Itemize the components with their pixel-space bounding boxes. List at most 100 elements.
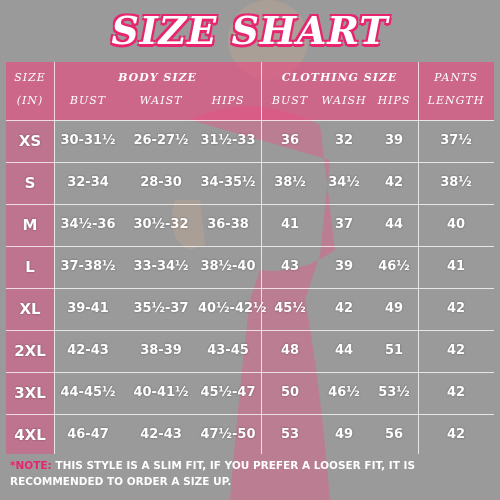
chart-title: SIZE SHART <box>111 8 389 53</box>
body-size-header: BODY SIZE <box>118 71 197 84</box>
body-hips-value: 34-35½ <box>200 175 256 190</box>
pants-length-value: 42 <box>446 427 466 442</box>
fit-note: *NOTE: THIS STYLE IS A SLIM FIT, IF YOU … <box>10 458 492 490</box>
table-row: 2XL 42-43 38-39 43-45 48 44 51 42 <box>6 330 494 372</box>
clothing-hips-value: 46½ <box>378 259 410 274</box>
clothing-bust-value: 38½ <box>274 175 306 190</box>
pants-length-value: 37½ <box>440 133 472 148</box>
clothing-waist-value: 49 <box>334 427 354 442</box>
clothing-waist-value: 37 <box>334 217 354 232</box>
body-bust-value: 46-47 <box>67 427 109 442</box>
body-waist-value: 35½-37 <box>133 301 189 316</box>
body-bust-header: BUST <box>69 94 107 107</box>
body-bust-value: 37-38½ <box>60 259 116 274</box>
size-label: 3XL <box>14 384 46 402</box>
clothing-waist-value: 39 <box>334 259 354 274</box>
pants-length-value: 38½ <box>440 175 472 190</box>
pants-length-value: 42 <box>446 301 466 316</box>
clothing-waist-value: 34½ <box>328 175 360 190</box>
body-bust-value: 30-31½ <box>60 133 116 148</box>
body-bust-value: 39-41 <box>67 301 109 316</box>
clothing-waist-value: 42 <box>334 301 354 316</box>
size-header-label: SIZE <box>14 71 46 84</box>
header-band <box>6 62 494 120</box>
body-bust-value: 32-34 <box>67 175 109 190</box>
clothing-bust-value: 45½ <box>274 301 306 316</box>
table-row: L 37-38½ 33-34½ 38½-40 43 39 46½ 41 <box>6 246 494 288</box>
clothing-hips-value: 56 <box>384 427 404 442</box>
grid-line-h <box>6 204 494 205</box>
clothing-waist-value: 46½ <box>328 385 360 400</box>
clothing-bust-value: 41 <box>280 217 300 232</box>
clothing-waist-header: WAISH <box>321 94 367 107</box>
body-hips-value: 40½-42½ <box>198 301 267 316</box>
body-hips-value: 43-45 <box>207 343 249 358</box>
body-bust-value: 42-43 <box>67 343 109 358</box>
body-waist-value: 42-43 <box>140 427 182 442</box>
grid-line-h <box>6 120 494 121</box>
clothing-bust-header: BUST <box>271 94 309 107</box>
body-waist-value: 40-41½ <box>133 385 189 400</box>
note-text: THIS STYLE IS A SLIM FIT, IF YOU PREFER … <box>10 460 416 488</box>
pants-length-value: 41 <box>446 259 466 274</box>
body-hips-header: HIPS <box>211 94 245 107</box>
clothing-bust-value: 43 <box>280 259 300 274</box>
grid-line-h <box>6 372 494 373</box>
body-bust-value: 44-45½ <box>60 385 116 400</box>
body-waist-value: 30½-32 <box>133 217 189 232</box>
body-waist-value: 28-30 <box>140 175 182 190</box>
body-waist-value: 26-27½ <box>133 133 189 148</box>
grid-line-h <box>6 288 494 289</box>
clothing-hips-value: 49 <box>384 301 404 316</box>
grid-line-v <box>418 62 419 454</box>
table-row: S 32-34 28-30 34-35½ 38½ 34½ 42 38½ <box>6 162 494 204</box>
body-waist-header: WAIST <box>139 94 183 107</box>
size-column-band <box>6 120 54 454</box>
size-label: S <box>24 174 36 192</box>
table-row: 4XL 46-47 42-43 47½-50 53 49 56 42 <box>6 414 494 456</box>
clothing-hips-header: HIPS <box>377 94 411 107</box>
size-label: L <box>25 258 35 276</box>
size-label: XL <box>19 300 41 318</box>
body-hips-value: 47½-50 <box>200 427 256 442</box>
body-hips-value: 36-38 <box>207 217 249 232</box>
pants-length-value: 40 <box>446 217 466 232</box>
body-bust-value: 34½-36 <box>60 217 116 232</box>
pants-length-header: PANTS <box>434 71 478 84</box>
clothing-bust-value: 50 <box>280 385 300 400</box>
body-hips-value: 38½-40 <box>200 259 256 274</box>
clothing-hips-value: 53½ <box>378 385 410 400</box>
pants-length-value: 42 <box>446 343 466 358</box>
grid-line-v <box>261 62 262 454</box>
clothing-bust-value: 53 <box>280 427 300 442</box>
clothing-waist-value: 44 <box>334 343 354 358</box>
size-label: M <box>22 216 38 234</box>
body-waist-value: 33-34½ <box>133 259 189 274</box>
size-chart-table: SIZE (IN) BODY SIZE BUST WAIST HIPS CLOT… <box>6 62 494 454</box>
clothing-waist-value: 32 <box>334 133 354 148</box>
grid-line-h <box>6 330 494 331</box>
body-hips-value: 45½-47 <box>200 385 256 400</box>
table-row: M 34½-36 30½-32 36-38 41 37 44 40 <box>6 204 494 246</box>
grid-line-h <box>6 246 494 247</box>
grid-line-v <box>54 62 55 454</box>
note-label: *NOTE: <box>10 460 52 472</box>
clothing-size-header: CLOTHING SIZE <box>281 71 398 84</box>
grid-line-h <box>6 162 494 163</box>
body-waist-value: 38-39 <box>140 343 182 358</box>
size-unit-label: (IN) <box>16 94 44 107</box>
size-label: 2XL <box>14 342 46 360</box>
clothing-bust-value: 36 <box>280 133 300 148</box>
clothing-hips-value: 42 <box>384 175 404 190</box>
size-label: XS <box>18 132 42 150</box>
pants-length-header-line2: LENGTH <box>427 94 485 107</box>
clothing-hips-value: 51 <box>384 343 404 358</box>
pants-length-value: 42 <box>446 385 466 400</box>
table-row: XS 30-31½ 26-27½ 31½-33 36 32 39 37½ <box>6 120 494 162</box>
grid-line-h <box>6 414 494 415</box>
table-row: XL 39-41 35½-37 40½-42½ 45½ 42 49 42 <box>6 288 494 330</box>
table-row: 3XL 44-45½ 40-41½ 45½-47 50 46½ 53½ 42 <box>6 372 494 414</box>
clothing-bust-value: 48 <box>280 343 300 358</box>
clothing-hips-value: 39 <box>384 133 404 148</box>
